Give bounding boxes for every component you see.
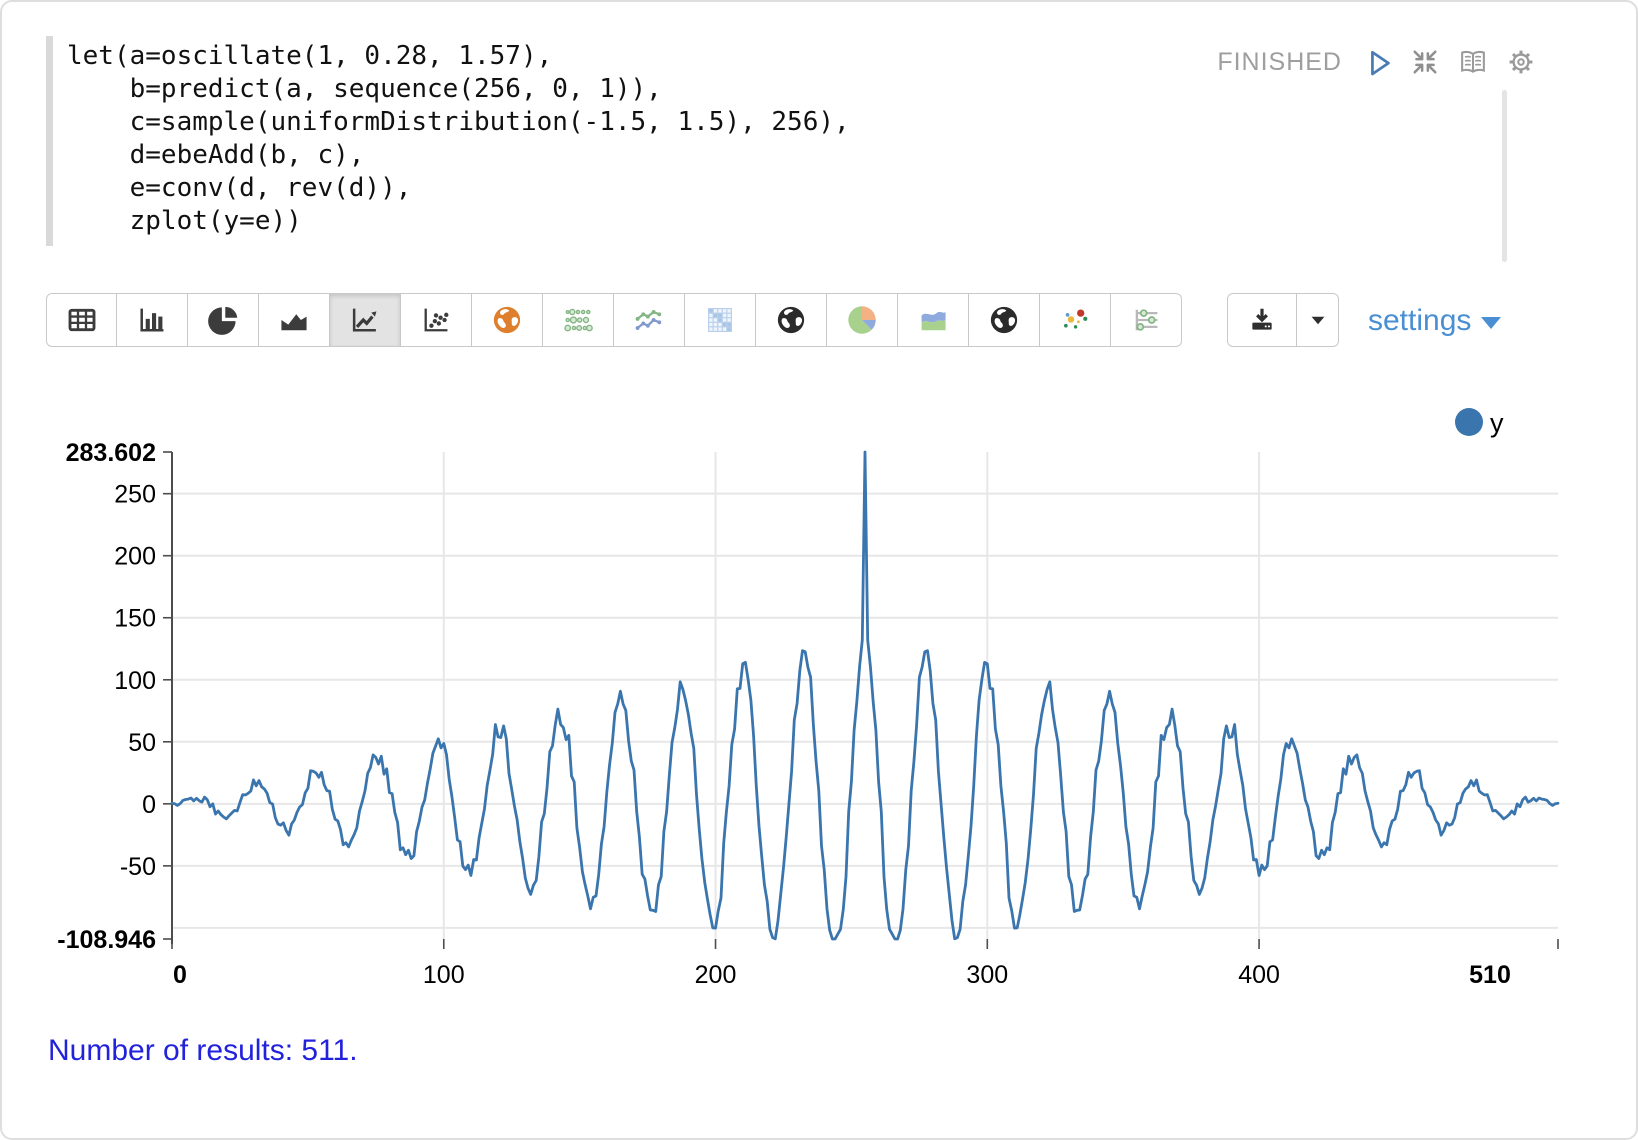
line-chart: 283.602 250 200 150 100 50 0 -50 -108.946 0 100 200… xyxy=(2,382,1636,1007)
y-tick-label: 100 xyxy=(114,667,156,695)
x-tick-label: 0 xyxy=(173,961,187,989)
x-tick-label: 400 xyxy=(1238,961,1280,989)
y-tick-label: 283.602 xyxy=(66,439,156,467)
legend-label-y[interactable]: y xyxy=(1490,408,1504,438)
viz-button-bar-chart[interactable] xyxy=(117,293,188,347)
y-tick-label: 50 xyxy=(128,729,156,757)
x-tick-label: 300 xyxy=(966,961,1008,989)
download-button-group xyxy=(1227,293,1339,347)
x-tick-label: 510 xyxy=(1469,961,1511,989)
viz-button-scatter-colored[interactable] xyxy=(1040,293,1111,347)
viz-button-line-chart[interactable] xyxy=(330,293,401,347)
editor-scrollbar[interactable] xyxy=(1502,90,1507,262)
settings-label: settings xyxy=(1368,304,1472,337)
viz-button-pie-chart[interactable] xyxy=(188,293,259,347)
viz-button-parallel-sliders[interactable] xyxy=(1111,293,1182,347)
compress-icon[interactable] xyxy=(1408,45,1442,79)
chevron-down-icon xyxy=(1481,317,1502,329)
y-tick-label: 0 xyxy=(142,791,156,819)
viz-button-table[interactable] xyxy=(46,293,117,347)
settings-toggle[interactable]: settings xyxy=(1368,299,1502,343)
viz-button-globe-dark[interactable] xyxy=(756,293,827,347)
y-tick-label: 150 xyxy=(114,605,156,633)
viz-button-bubble-grid[interactable] xyxy=(543,293,614,347)
x-tick-label: 200 xyxy=(695,961,737,989)
status-label: FINISHED xyxy=(1217,47,1342,76)
gear-icon[interactable] xyxy=(1504,45,1538,79)
run-icon[interactable] xyxy=(1360,45,1394,79)
viz-button-pie-colored[interactable] xyxy=(827,293,898,347)
y-tick-label: 200 xyxy=(114,543,156,571)
viz-button-area-chart[interactable] xyxy=(259,293,330,347)
y-tick-label: 250 xyxy=(114,481,156,509)
viz-button-multi-line[interactable] xyxy=(614,293,685,347)
viz-button-scatter-plot[interactable] xyxy=(401,293,472,347)
viz-button-heatmap[interactable] xyxy=(685,293,756,347)
viz-button-globe-dark[interactable] xyxy=(969,293,1040,347)
visualization-toolbar xyxy=(46,293,1182,347)
y-tick-label: -50 xyxy=(120,853,156,881)
series-y-line xyxy=(170,450,1560,941)
x-tick-label: 100 xyxy=(423,961,465,989)
paragraph-status-bar: FINISHED xyxy=(1217,42,1538,82)
chart-canvas: 283.602 250 200 150 100 50 0 -50 -108.946 0 100 200… xyxy=(57,408,1560,989)
viz-button-stacked-area[interactable] xyxy=(898,293,969,347)
open-book-icon[interactable] xyxy=(1456,45,1490,79)
viz-button-globe-orange[interactable] xyxy=(472,293,543,347)
download-button[interactable] xyxy=(1227,293,1297,347)
result-count-text: Number of results: 511. xyxy=(48,1034,358,1067)
code-editor[interactable]: let(a=oscillate(1, 0.28, 1.57), b=predic… xyxy=(46,36,850,246)
y-tick-label: -108.946 xyxy=(57,926,156,954)
download-options-caret[interactable] xyxy=(1297,293,1339,347)
legend-marker-y[interactable] xyxy=(1455,408,1483,436)
